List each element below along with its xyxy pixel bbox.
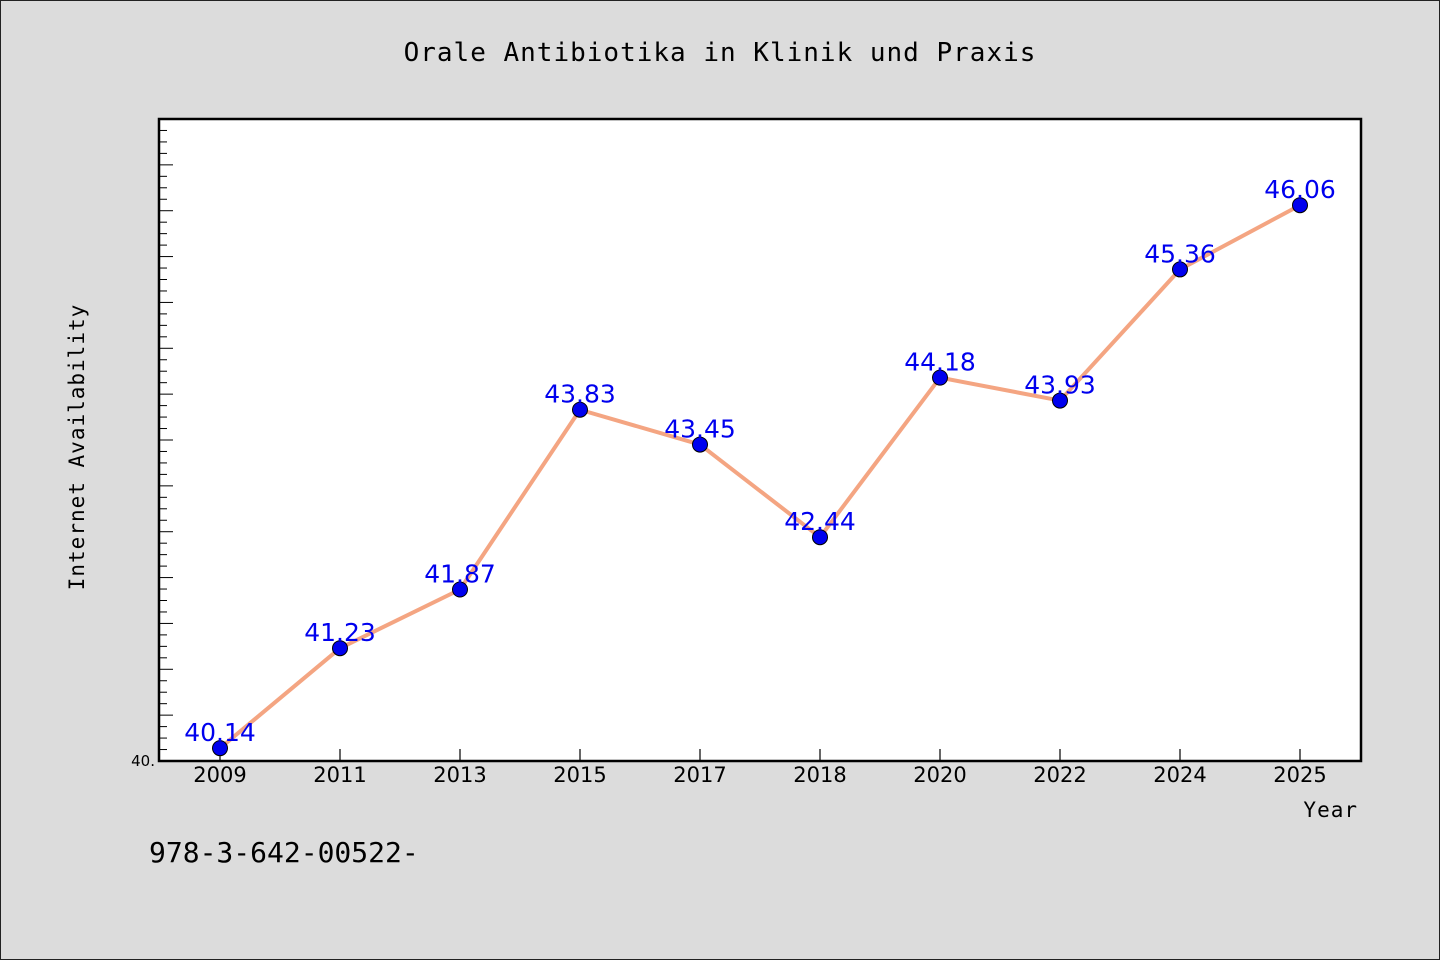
x-tick-label: 2017 [673, 763, 726, 787]
data-label: 41.87 [424, 559, 496, 588]
y-axis-label: Internet Availability [65, 304, 89, 591]
y-axis-ticks [159, 129, 173, 751]
data-label: 41.23 [304, 618, 376, 647]
footer-isbn: 978-3-642-00522- [149, 836, 419, 869]
data-label: 44.18 [904, 348, 976, 377]
data-point [1172, 261, 1188, 278]
x-axis-ticks: 2009 2011 2013 2015 2017 2018 2020 2022 2024 2025 [193, 749, 1327, 787]
data-point [692, 436, 708, 453]
data-label: 46.06 [1264, 175, 1336, 204]
data-label: 40.14 [184, 718, 256, 747]
x-tick-label: 2015 [553, 763, 606, 787]
chart-title: Orale Antibiotika in Klinik und Praxis [404, 38, 1037, 68]
x-axis-label: Year [1303, 798, 1358, 822]
data-label: 43.93 [1024, 371, 1096, 400]
data-point [452, 581, 468, 598]
x-tick-label: 2009 [193, 763, 246, 787]
plot-area [157, 117, 1363, 763]
data-label: 45.36 [1144, 239, 1216, 268]
x-tick-label: 2018 [793, 763, 846, 787]
data-point [572, 401, 588, 418]
data-point [1052, 392, 1068, 409]
x-tick-label: 2011 [313, 763, 366, 787]
x-tick-label: 2024 [1153, 763, 1206, 787]
x-tick-label: 2022 [1033, 763, 1086, 787]
data-point [332, 640, 348, 657]
y-tick-label: 40. [131, 752, 155, 770]
data-point [212, 740, 228, 757]
data-label: 43.83 [544, 380, 616, 409]
data-label: 43.45 [664, 415, 736, 444]
data-labels-group: 40.14 41.23 41.87 43.83 43.45 42.44 44.18 43.93… [184, 175, 1336, 747]
x-tick-label: 2013 [433, 763, 486, 787]
series-line [218, 203, 1301, 750]
x-tick-label: 2025 [1273, 763, 1326, 787]
x-tick-label: 2020 [913, 763, 966, 787]
data-label: 42.44 [784, 507, 856, 536]
data-point [1292, 197, 1308, 214]
series-group [212, 197, 1308, 757]
data-point [932, 369, 948, 386]
data-point [812, 529, 828, 546]
